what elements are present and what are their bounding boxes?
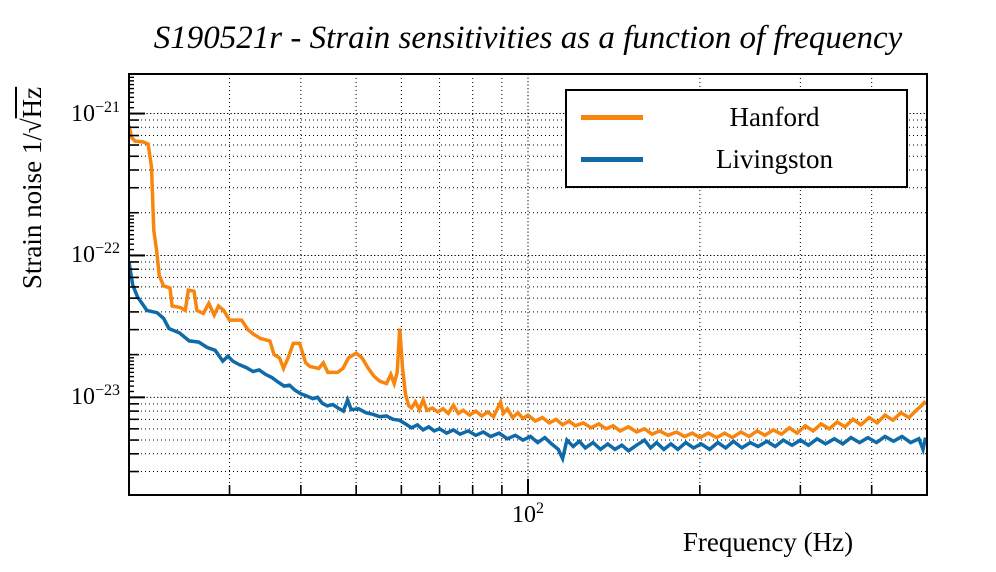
hanford-curve: [129, 125, 927, 440]
x-tick-label-100: 102: [512, 500, 544, 528]
legend: Hanford Livingston: [565, 89, 908, 188]
x-axis-title: Frequency (Hz): [682, 527, 854, 557]
livingston-line-swatch: [581, 157, 643, 162]
hanford-line-swatch: [581, 115, 643, 120]
y-tick-label-1e-21: 10−21: [70, 98, 120, 127]
plot-frame: [128, 73, 928, 496]
chart-title: S190521r - Strain sensitivities as a fun…: [153, 20, 903, 56]
livingston-curve: [129, 261, 927, 464]
legend-label-livingston: Livingston: [715, 144, 833, 174]
legend-label-hanford: Hanford: [729, 102, 820, 132]
y-tick-label-1e-22: 10−22: [70, 240, 120, 269]
legend-item-hanford: Hanford: [567, 102, 906, 133]
y-tick-label-1e-23: 10−23: [70, 382, 120, 411]
legend-item-livingston: Livingston: [567, 144, 906, 175]
